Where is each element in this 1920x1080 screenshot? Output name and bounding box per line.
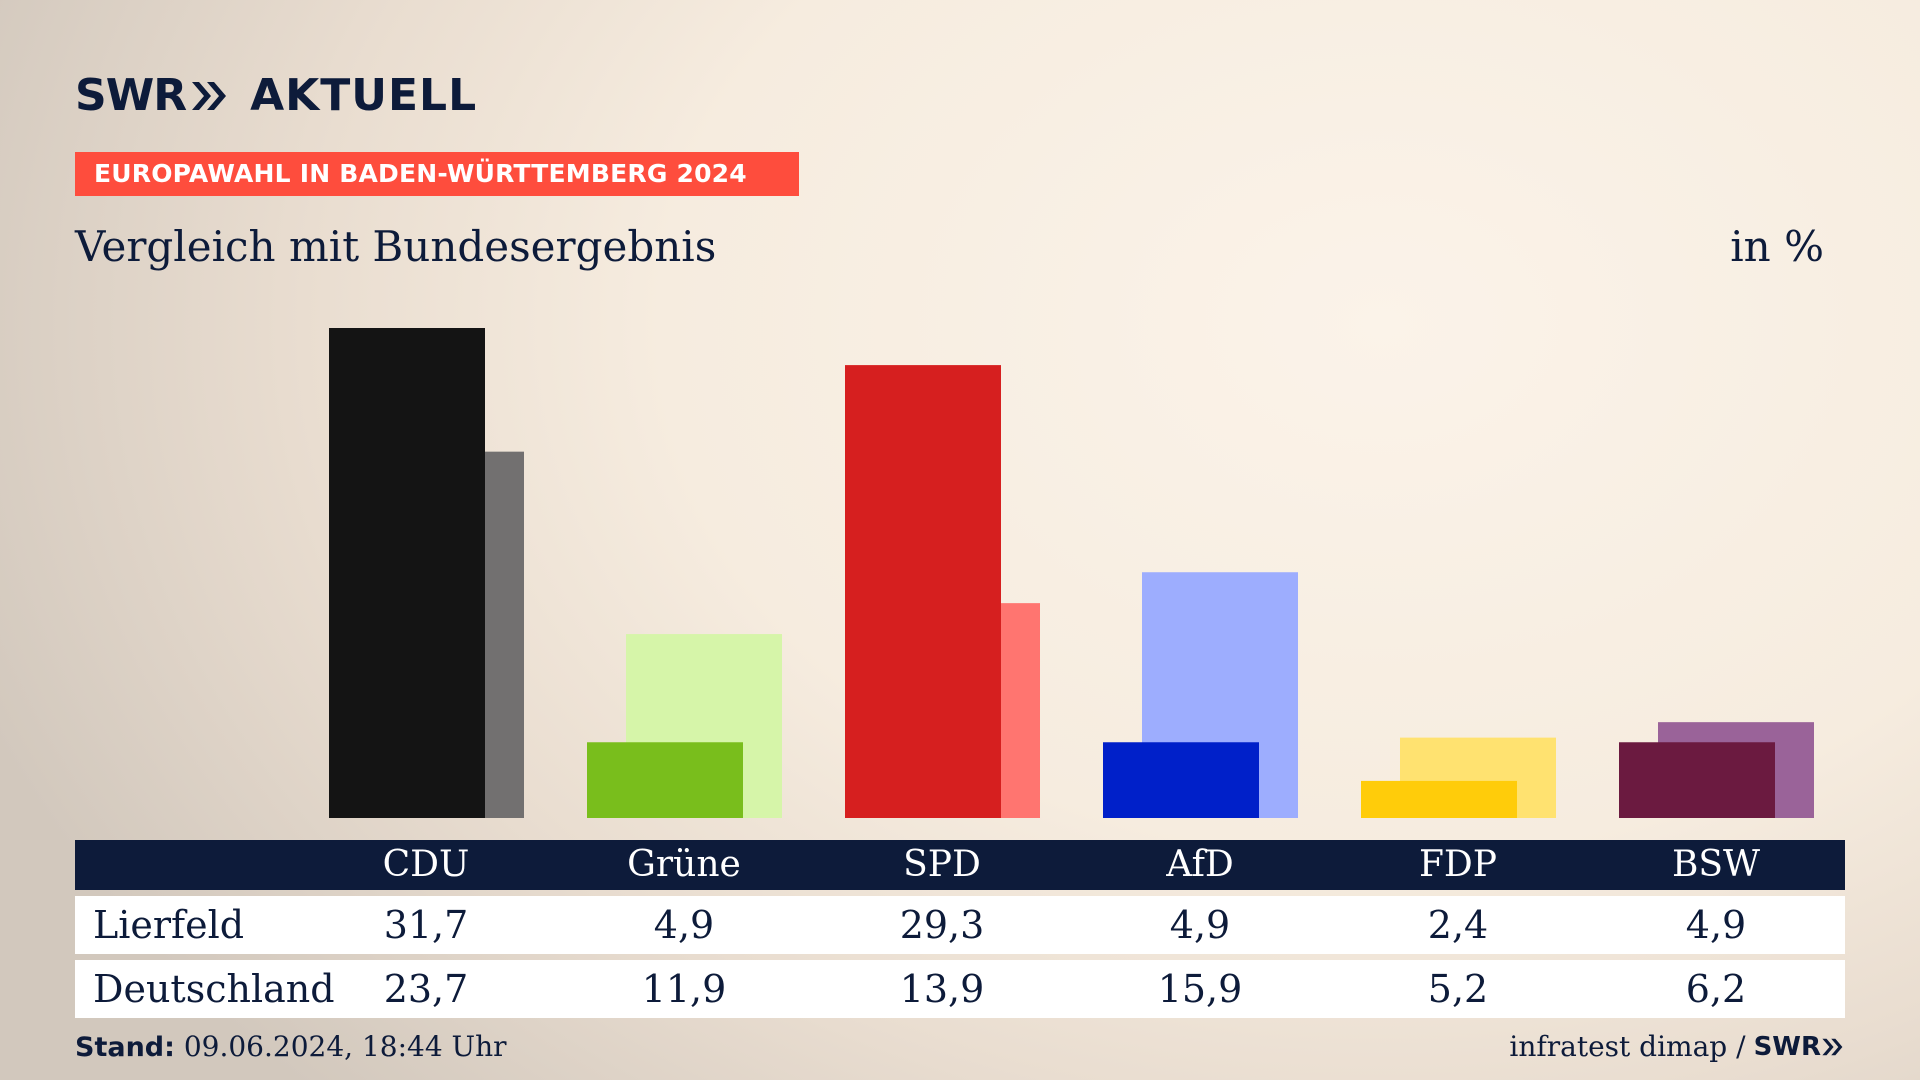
source-logo-text: SWR: [1753, 1031, 1821, 1062]
chart-subtitle: Vergleich mit Bundesergebnis: [75, 222, 717, 271]
bar-lierfeld-cdu: [329, 328, 485, 818]
row-label: Lierfeld: [93, 903, 245, 947]
table-cell: 15,9: [1157, 967, 1243, 1011]
column-header: SPD: [903, 844, 981, 885]
swr-aktuell-logo: SWR AKTUELL: [75, 70, 477, 121]
table-header-row: CDU Grüne SPD AfD FDP BSW: [75, 840, 1845, 890]
bar-lierfeld-spd: [845, 365, 1001, 818]
stand-value: 09.06.2024, 18:44 Uhr: [183, 1030, 507, 1063]
bar-chart: [329, 328, 1814, 818]
table-cell: 5,2: [1427, 967, 1489, 1011]
timestamp: Stand: 09.06.2024, 18:44 Uhr: [75, 1030, 507, 1063]
bar-lierfeld-bsw: [1619, 742, 1775, 818]
column-header: FDP: [1418, 844, 1498, 885]
bar-lierfeld-afd: [1103, 742, 1259, 818]
table-cell: 23,7: [383, 967, 469, 1011]
bar-lierfeld-grüne: [587, 742, 743, 818]
double-chevron-icon: [1822, 1038, 1843, 1055]
bar-lierfeld-fdp: [1361, 780, 1517, 818]
logo-aktuell-text: AKTUELL: [250, 70, 478, 121]
unit-label: in %: [1730, 222, 1824, 271]
table-cell: 13,9: [899, 967, 985, 1011]
column-header: BSW: [1671, 844, 1761, 885]
row-label: Deutschland: [93, 967, 335, 1011]
results-table: CDU Grüne SPD AfD FDP BSW Lierfeld 31,7 4,9 29,…: [75, 840, 1845, 1018]
table-cell: 4,9: [1685, 903, 1747, 947]
column-header: AfD: [1166, 844, 1234, 885]
table-cell: 4,9: [1169, 903, 1231, 947]
table-cell: 11,9: [641, 967, 727, 1011]
stand-label: Stand:: [75, 1032, 175, 1063]
logo-swr-text: SWR: [75, 70, 187, 121]
column-header: CDU: [382, 844, 470, 885]
double-chevron-icon: [192, 81, 227, 110]
table-row-lierfeld: Lierfeld 31,7 4,9 29,3 4,9 2,4 4,9: [75, 896, 1845, 954]
table-cell: 29,3: [899, 903, 985, 947]
table-cell: 2,4: [1427, 903, 1489, 947]
table-cell: 31,7: [383, 903, 469, 947]
table-cell: 6,2: [1685, 967, 1747, 1011]
column-header: Grüne: [627, 844, 741, 885]
table-row-deutschland: Deutschland 23,7 11,9 13,9 15,9 5,2 6,2: [75, 960, 1845, 1018]
source-credit: infratest dimap / SWR: [1509, 1030, 1845, 1063]
election-banner: EUROPAWAHL IN BADEN-WÜRTTEMBERG 2024: [75, 152, 799, 196]
source-text: infratest dimap /: [1509, 1030, 1746, 1063]
table-cell: 4,9: [653, 903, 715, 947]
